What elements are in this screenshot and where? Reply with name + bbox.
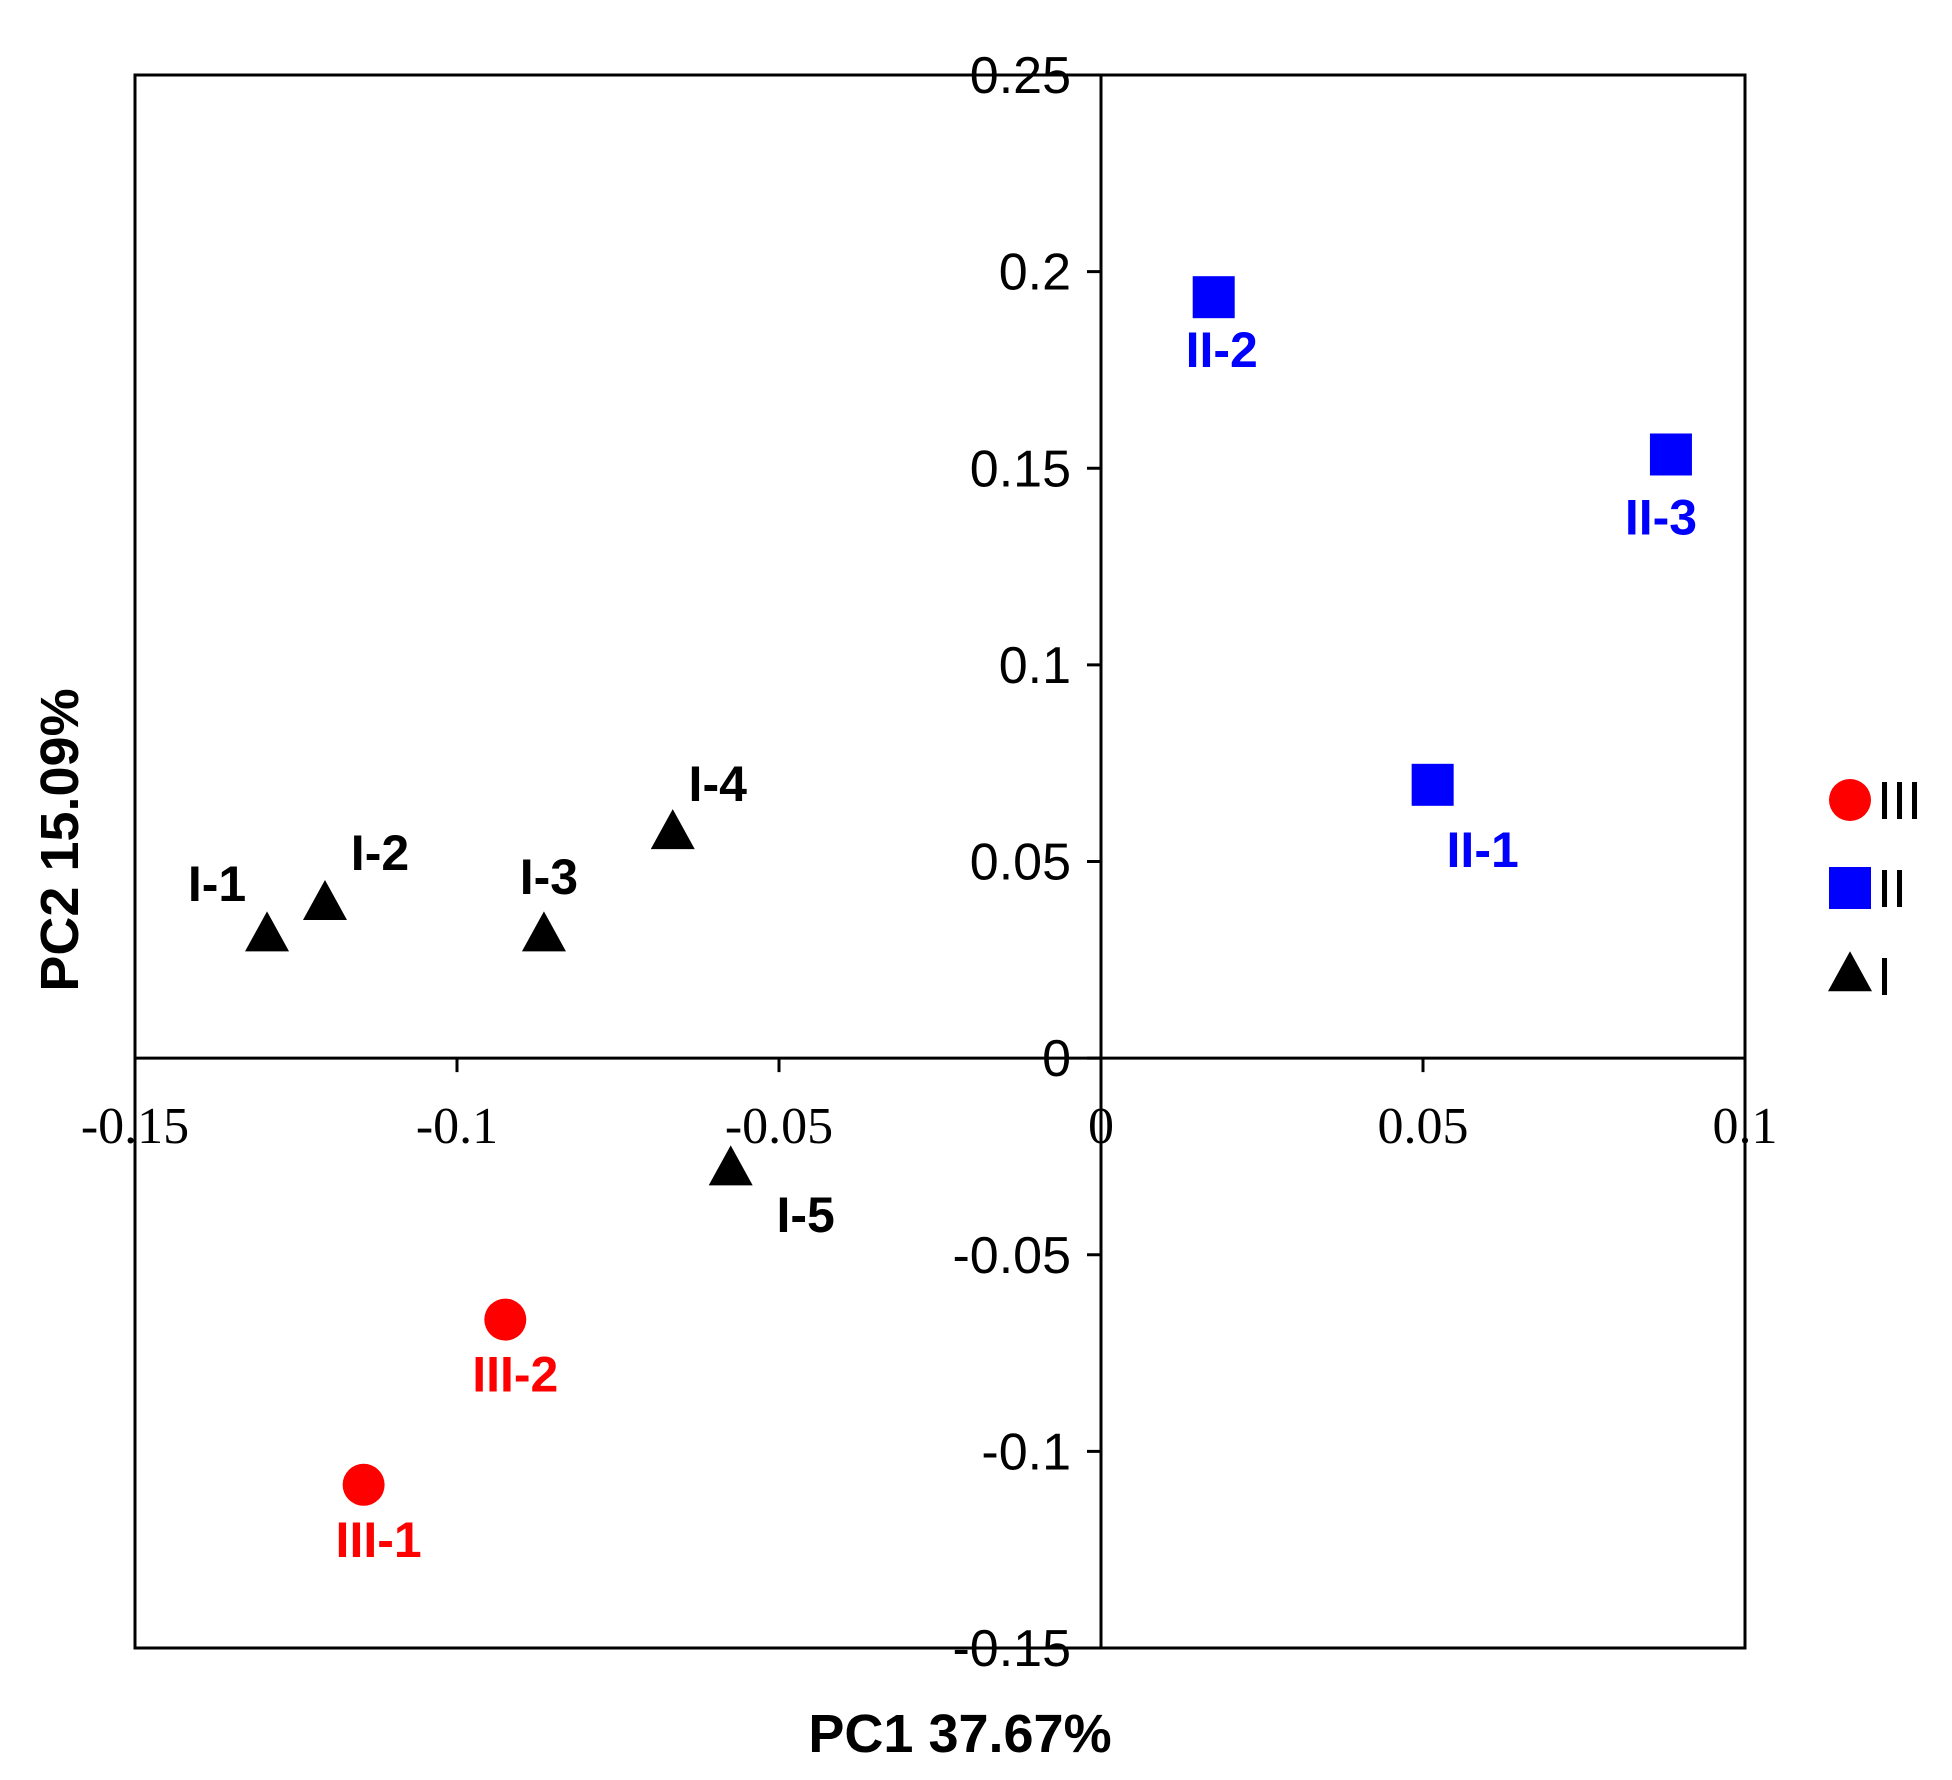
point-label-ii-3: II-3 <box>1625 489 1697 545</box>
data-point-ii-1 <box>1411 763 1454 806</box>
legend-label-i: I <box>1877 947 1892 1007</box>
data-point-i-2 <box>302 879 347 920</box>
y-tick-label: -0.15 <box>952 1620 1071 1678</box>
y-tick-label: 0.2 <box>999 244 1071 302</box>
legend-marker-i <box>1828 951 1872 992</box>
y-tick-label: 0.05 <box>970 834 1071 892</box>
point-label-ii-1: II-1 <box>1447 822 1519 878</box>
y-tick-label: -0.05 <box>952 1227 1071 1285</box>
point-label-iii-2: III-2 <box>472 1347 558 1403</box>
point-label-i-3: I-3 <box>520 849 578 905</box>
point-label-i-1: I-1 <box>188 856 246 912</box>
axis-ticks <box>133 73 1747 1650</box>
y-tick-label: 0.15 <box>970 440 1071 498</box>
legend-label-iii: III <box>1877 771 1922 831</box>
data-point-iii-1 <box>342 1463 385 1506</box>
data-point-i-4 <box>650 809 695 850</box>
point-labels: III-1 III-2 II-1 II-2 II-3 I-1 I-2 I-3 I-4 I-5 <box>188 322 1697 1568</box>
x-tick-label: 0.05 <box>1378 1098 1469 1155</box>
point-label-i-2: I-2 <box>351 825 409 881</box>
y-tick-label: 0.1 <box>999 637 1071 695</box>
x-tick-label: 0.1 <box>1713 1098 1778 1155</box>
y-axis-title: PC2 15.09% <box>30 688 90 991</box>
point-label-i-4: I-4 <box>689 756 748 812</box>
data-point-i-1 <box>245 911 290 952</box>
legend-marker-iii <box>1829 779 1871 821</box>
y-tick-label: 0 <box>1042 1030 1071 1088</box>
point-label-iii-1: III-1 <box>336 1512 422 1568</box>
legend-marker-ii <box>1829 867 1871 909</box>
data-point-ii-2 <box>1192 276 1235 319</box>
x-tick-label: -0.05 <box>725 1098 833 1155</box>
x-tick-label: -0.1 <box>416 1098 498 1155</box>
y-tick-label: -0.1 <box>981 1423 1071 1481</box>
legend-label-ii: II <box>1877 859 1907 919</box>
y-tick-label: 0.25 <box>970 47 1071 105</box>
data-point-i-3 <box>521 911 566 952</box>
x-tick-label: -0.15 <box>81 1098 189 1155</box>
tick-labels: -0.15 -0.1 -0.05 0 0.05 0.1 0.25 0.2 0.15 0.1 0.05… <box>81 47 1778 1678</box>
data-point-iii-2 <box>484 1298 527 1341</box>
point-label-i-5: I-5 <box>777 1187 835 1243</box>
x-tick-label: 0 <box>1088 1098 1114 1155</box>
data-point-ii-3 <box>1649 433 1692 476</box>
data-point-i-5 <box>708 1145 753 1186</box>
plot-frame <box>133 73 1747 1650</box>
x-axis-title: PC1 37.67% <box>808 1704 1111 1764</box>
data-points <box>245 276 1692 1506</box>
point-label-ii-2: II-2 <box>1186 322 1258 378</box>
